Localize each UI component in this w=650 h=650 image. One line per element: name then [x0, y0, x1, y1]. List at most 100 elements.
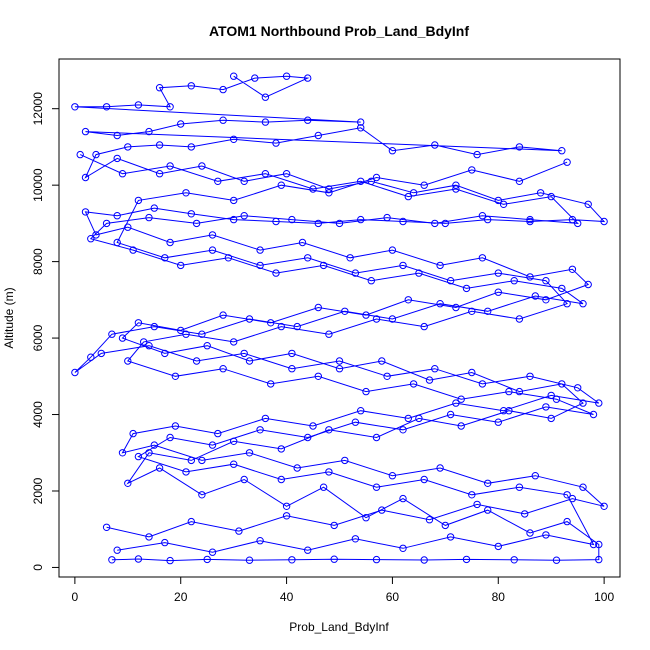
data-point [219, 116, 227, 124]
data-point [484, 479, 492, 487]
data-point [134, 319, 143, 327]
data-point [124, 143, 132, 151]
data-point [182, 468, 190, 476]
data-point [272, 139, 280, 147]
data-point [230, 460, 238, 468]
data-point [267, 380, 275, 388]
data-point [71, 103, 79, 111]
data-point [134, 555, 143, 563]
x-tick-label: 60 [386, 590, 400, 604]
y-axis-label: Altitude (m) [2, 287, 16, 348]
data-point [214, 177, 222, 186]
data-point [277, 181, 285, 189]
series-line-1 [74, 75, 606, 562]
data-point [552, 556, 561, 564]
data-point [457, 422, 465, 430]
data-point [319, 261, 328, 270]
data-point [505, 407, 513, 415]
data-point [510, 277, 518, 285]
data-point [357, 215, 365, 224]
data-point [245, 449, 254, 457]
data-point [526, 529, 534, 537]
data-point [293, 322, 301, 331]
data-point [203, 342, 211, 350]
data-point [166, 433, 174, 442]
x-tick-label: 0 [72, 590, 79, 604]
data-point [187, 517, 196, 526]
data-point [425, 516, 434, 524]
data-point [399, 494, 407, 503]
data-point [140, 338, 148, 346]
data-point [446, 277, 455, 285]
data-point [357, 118, 365, 126]
data-point [145, 533, 153, 541]
data-point [124, 479, 132, 487]
data-point [341, 307, 349, 315]
data-point [388, 472, 397, 480]
data-point [134, 101, 143, 109]
data-point [245, 357, 254, 365]
data-point [452, 303, 460, 312]
data-point [399, 217, 407, 226]
data-point [245, 315, 254, 323]
data-point [134, 196, 143, 205]
data-point [187, 210, 196, 218]
data-point [325, 468, 333, 476]
data-point [214, 429, 222, 438]
data-point [335, 357, 344, 365]
data-point [187, 143, 196, 151]
data-point [113, 238, 121, 247]
y-tick-label: 2000 [31, 477, 45, 504]
data-point [452, 181, 460, 189]
data-point [240, 475, 248, 484]
data-point [420, 556, 428, 564]
data-point [542, 531, 550, 539]
data-point [547, 414, 555, 423]
data-point [304, 74, 312, 82]
data-point [425, 376, 434, 384]
data-point [388, 315, 397, 323]
data-point [552, 395, 561, 403]
data-point [494, 288, 502, 296]
data-point [478, 254, 487, 262]
data-point [256, 426, 264, 434]
x-axis: 0 20 40 60 80 100 [72, 576, 614, 604]
data-point [558, 147, 566, 155]
data-point [515, 143, 524, 151]
data-point [441, 521, 449, 530]
data-point [515, 315, 524, 323]
data-point [261, 414, 270, 423]
data-point [182, 330, 190, 338]
data-point [494, 542, 502, 551]
data-point [372, 315, 381, 323]
data-point [372, 483, 381, 491]
data-point [118, 334, 127, 342]
data-point [161, 349, 169, 358]
data-point [314, 219, 322, 228]
data-point [208, 231, 217, 239]
data-point [499, 200, 508, 209]
data-point [568, 265, 577, 273]
data-point [309, 422, 317, 430]
data-point [505, 387, 513, 396]
data-point [431, 219, 439, 228]
data-point [473, 500, 481, 509]
data-point [319, 483, 328, 491]
y-axis: 0 2000 4000 6000 8000 10000 12000 [31, 92, 60, 571]
data-point [325, 330, 333, 338]
data-point [542, 277, 550, 285]
data-point [579, 483, 587, 491]
data-point [446, 533, 455, 541]
data-point [357, 407, 365, 415]
x-tick-label: 40 [280, 590, 294, 604]
series-line-3 [116, 161, 595, 553]
data-point [388, 147, 397, 155]
data-point [441, 219, 449, 228]
data-point [589, 410, 598, 419]
data-point [536, 189, 545, 197]
data-point [547, 192, 555, 201]
y-tick-label: 8000 [31, 248, 45, 275]
data-point [304, 546, 312, 554]
